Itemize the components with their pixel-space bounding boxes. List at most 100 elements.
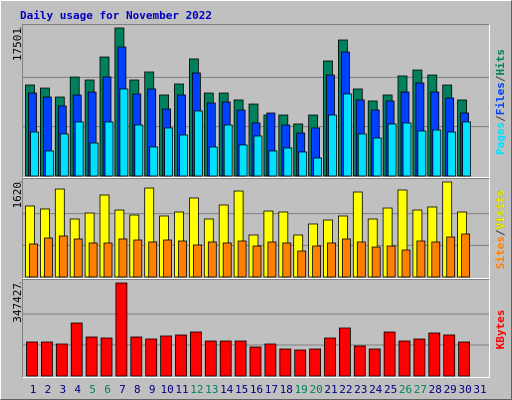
- panel-bevel-light: [22, 279, 490, 378]
- x-tick-label: 25: [384, 383, 397, 396]
- panel-bevel-dark: [22, 24, 490, 178]
- bar: [104, 121, 114, 177]
- bar: [268, 150, 278, 177]
- bar: [253, 135, 263, 177]
- bar: [267, 241, 277, 278]
- x-tick-label: 8: [134, 383, 141, 396]
- bar: [234, 340, 247, 377]
- x-tick-label: 30: [458, 383, 471, 396]
- x-tick-label: 19: [295, 383, 308, 396]
- bar: [88, 242, 98, 278]
- bar: [264, 343, 277, 377]
- bar: [413, 338, 426, 377]
- bar: [357, 133, 367, 177]
- bar: [458, 341, 471, 377]
- bar: [74, 121, 84, 177]
- bar: [178, 240, 187, 278]
- x-tick-label: 13: [205, 383, 218, 396]
- x-tick-label: 7: [119, 383, 126, 396]
- bar: [461, 233, 471, 278]
- x-tick-label: 17: [265, 383, 278, 396]
- bar: [134, 124, 144, 177]
- bar: [223, 124, 233, 177]
- x-tick-label: 4: [74, 383, 81, 396]
- bar: [252, 245, 262, 278]
- y-tick-label: 1620: [11, 182, 24, 209]
- legend-separator: /: [494, 229, 507, 236]
- x-tick-label: 12: [190, 383, 203, 396]
- bar: [462, 121, 472, 177]
- bar: [41, 341, 53, 377]
- x-tick-label: 23: [354, 383, 367, 396]
- panel-bevel-light: [22, 178, 490, 279]
- bar: [115, 282, 128, 377]
- bar: [237, 240, 247, 278]
- bar: [282, 242, 292, 278]
- bar: [130, 336, 143, 377]
- bar: [372, 137, 382, 177]
- x-tick-label: 29: [444, 383, 457, 396]
- bar: [338, 327, 351, 377]
- bar: [45, 150, 54, 177]
- bar: [133, 239, 143, 278]
- bar: [148, 241, 158, 278]
- bar: [446, 236, 456, 278]
- bar: [283, 147, 293, 177]
- x-tick-label: 6: [104, 383, 111, 396]
- bar: [85, 336, 98, 377]
- bar: [145, 338, 158, 377]
- bar: [312, 245, 322, 278]
- bar: [328, 114, 337, 177]
- x-tick-label: 2: [45, 383, 52, 396]
- bar: [175, 334, 187, 377]
- bar: [398, 340, 411, 377]
- legend-entry: Hits: [494, 49, 507, 76]
- bar: [119, 88, 129, 177]
- bar: [149, 146, 159, 177]
- bar: [204, 340, 217, 377]
- bar: [402, 122, 412, 177]
- panel-bevel-dark: [22, 178, 490, 279]
- legend-entry: Visits: [494, 190, 507, 230]
- bar: [353, 345, 366, 377]
- bar: [386, 245, 396, 278]
- x-tick-label: 5: [89, 383, 96, 396]
- x-tick-label: 1: [30, 383, 37, 396]
- x-tick-label: 9: [149, 383, 156, 396]
- bar: [73, 238, 83, 278]
- legend: Sites/Visits: [494, 190, 507, 270]
- bar: [383, 331, 396, 377]
- bar: [100, 337, 113, 377]
- bar: [342, 93, 352, 177]
- x-tick-label: 10: [160, 383, 173, 396]
- x-tick-label: 26: [399, 383, 412, 396]
- bar: [401, 249, 411, 278]
- bar: [59, 133, 69, 177]
- bar: [313, 157, 323, 177]
- legend-entry: Files: [494, 82, 507, 115]
- bar: [208, 146, 218, 177]
- bar: [103, 242, 113, 278]
- bar: [163, 239, 173, 278]
- x-tick-label: 28: [429, 383, 442, 396]
- legend-separator: /: [494, 115, 507, 122]
- bar: [222, 242, 232, 278]
- bar: [55, 343, 68, 377]
- chart-title: Daily usage for November 2022: [20, 9, 212, 22]
- bar: [189, 331, 202, 377]
- bar: [193, 110, 203, 177]
- bar: [368, 348, 381, 377]
- bar: [164, 127, 174, 177]
- x-tick-label: 21: [324, 383, 337, 396]
- legend-entry: KBytes: [494, 310, 507, 350]
- bar: [160, 335, 173, 377]
- legend: Pages/Files/Hits: [494, 49, 507, 155]
- legend-entry: Sites: [494, 236, 507, 269]
- bar: [417, 130, 427, 177]
- bar: [431, 241, 441, 278]
- x-tick-label: 24: [369, 383, 383, 396]
- bar: [428, 332, 441, 377]
- bar: [58, 235, 68, 278]
- bar: [341, 238, 351, 278]
- bar: [238, 144, 248, 177]
